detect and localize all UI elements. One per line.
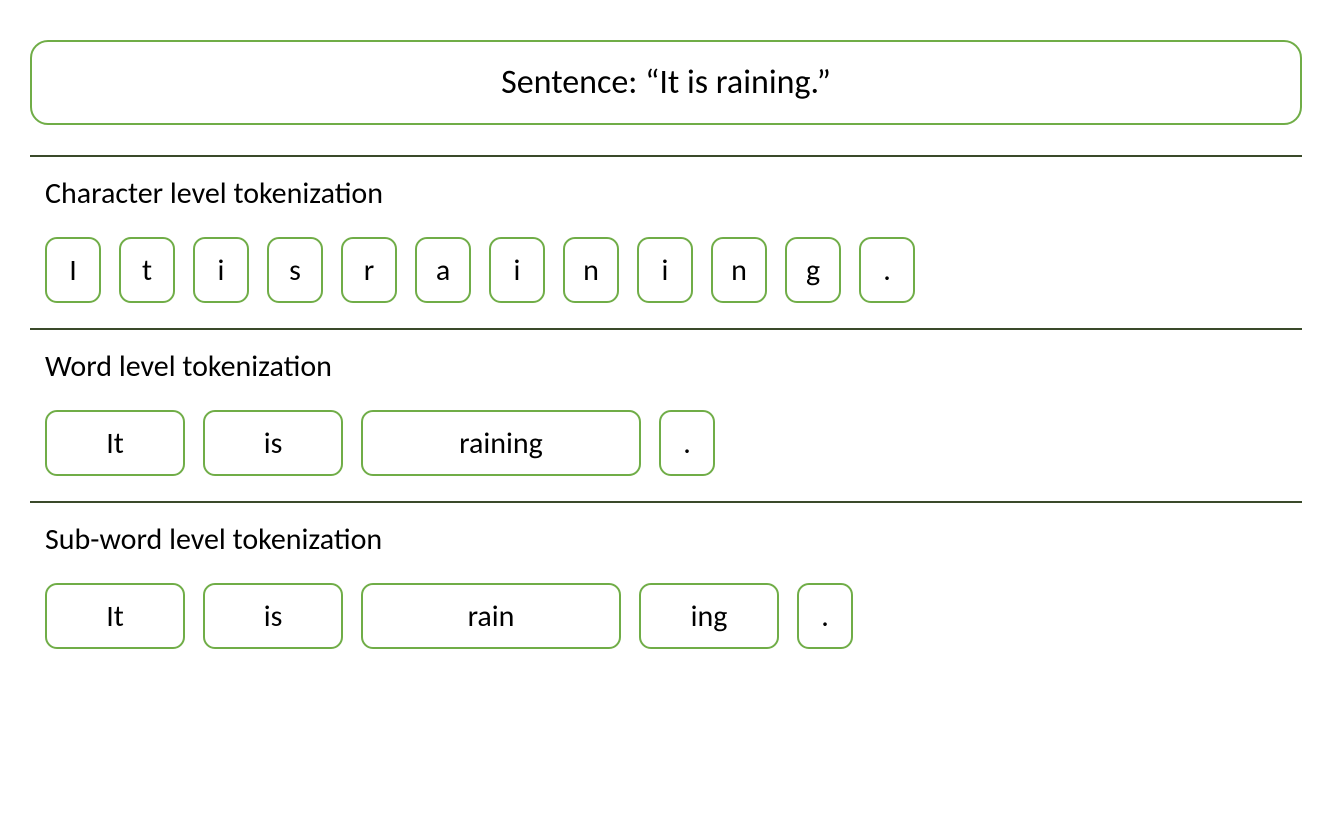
token-char: I xyxy=(45,237,101,303)
divider-3 xyxy=(30,501,1302,503)
section-title-word: Word level tokenization xyxy=(45,348,1302,385)
token-char: . xyxy=(859,237,915,303)
token-char: g xyxy=(785,237,841,303)
token-char: t xyxy=(119,237,175,303)
token-subword: ing xyxy=(639,583,779,649)
token-char: s xyxy=(267,237,323,303)
sentence-box: Sentence: “It is raining.” xyxy=(30,40,1302,125)
token-char: n xyxy=(711,237,767,303)
token-char: a xyxy=(415,237,471,303)
divider-2 xyxy=(30,328,1302,330)
section-word: Word level tokenization It is raining . xyxy=(30,348,1302,476)
section-subword: Sub-word level tokenization It is rain i… xyxy=(30,521,1302,649)
token-char: r xyxy=(341,237,397,303)
token-subword: is xyxy=(203,583,343,649)
token-row-subword: It is rain ing . xyxy=(45,583,1302,649)
token-row-char: I t i s r a i n i n g . xyxy=(45,237,1302,303)
token-char: i xyxy=(193,237,249,303)
token-row-word: It is raining . xyxy=(45,410,1302,476)
divider-1 xyxy=(30,155,1302,157)
token-word: . xyxy=(659,410,715,476)
section-title-subword: Sub-word level tokenization xyxy=(45,521,1302,558)
sentence-text: Sentence: “It is raining.” xyxy=(501,62,831,103)
token-subword: rain xyxy=(361,583,621,649)
token-subword: . xyxy=(797,583,853,649)
token-subword: It xyxy=(45,583,185,649)
token-word: It xyxy=(45,410,185,476)
section-character: Character level tokenization I t i s r a… xyxy=(30,175,1302,303)
token-word: raining xyxy=(361,410,641,476)
token-char: i xyxy=(489,237,545,303)
token-word: is xyxy=(203,410,343,476)
token-char: n xyxy=(563,237,619,303)
section-title-char: Character level tokenization xyxy=(45,175,1302,212)
token-char: i xyxy=(637,237,693,303)
